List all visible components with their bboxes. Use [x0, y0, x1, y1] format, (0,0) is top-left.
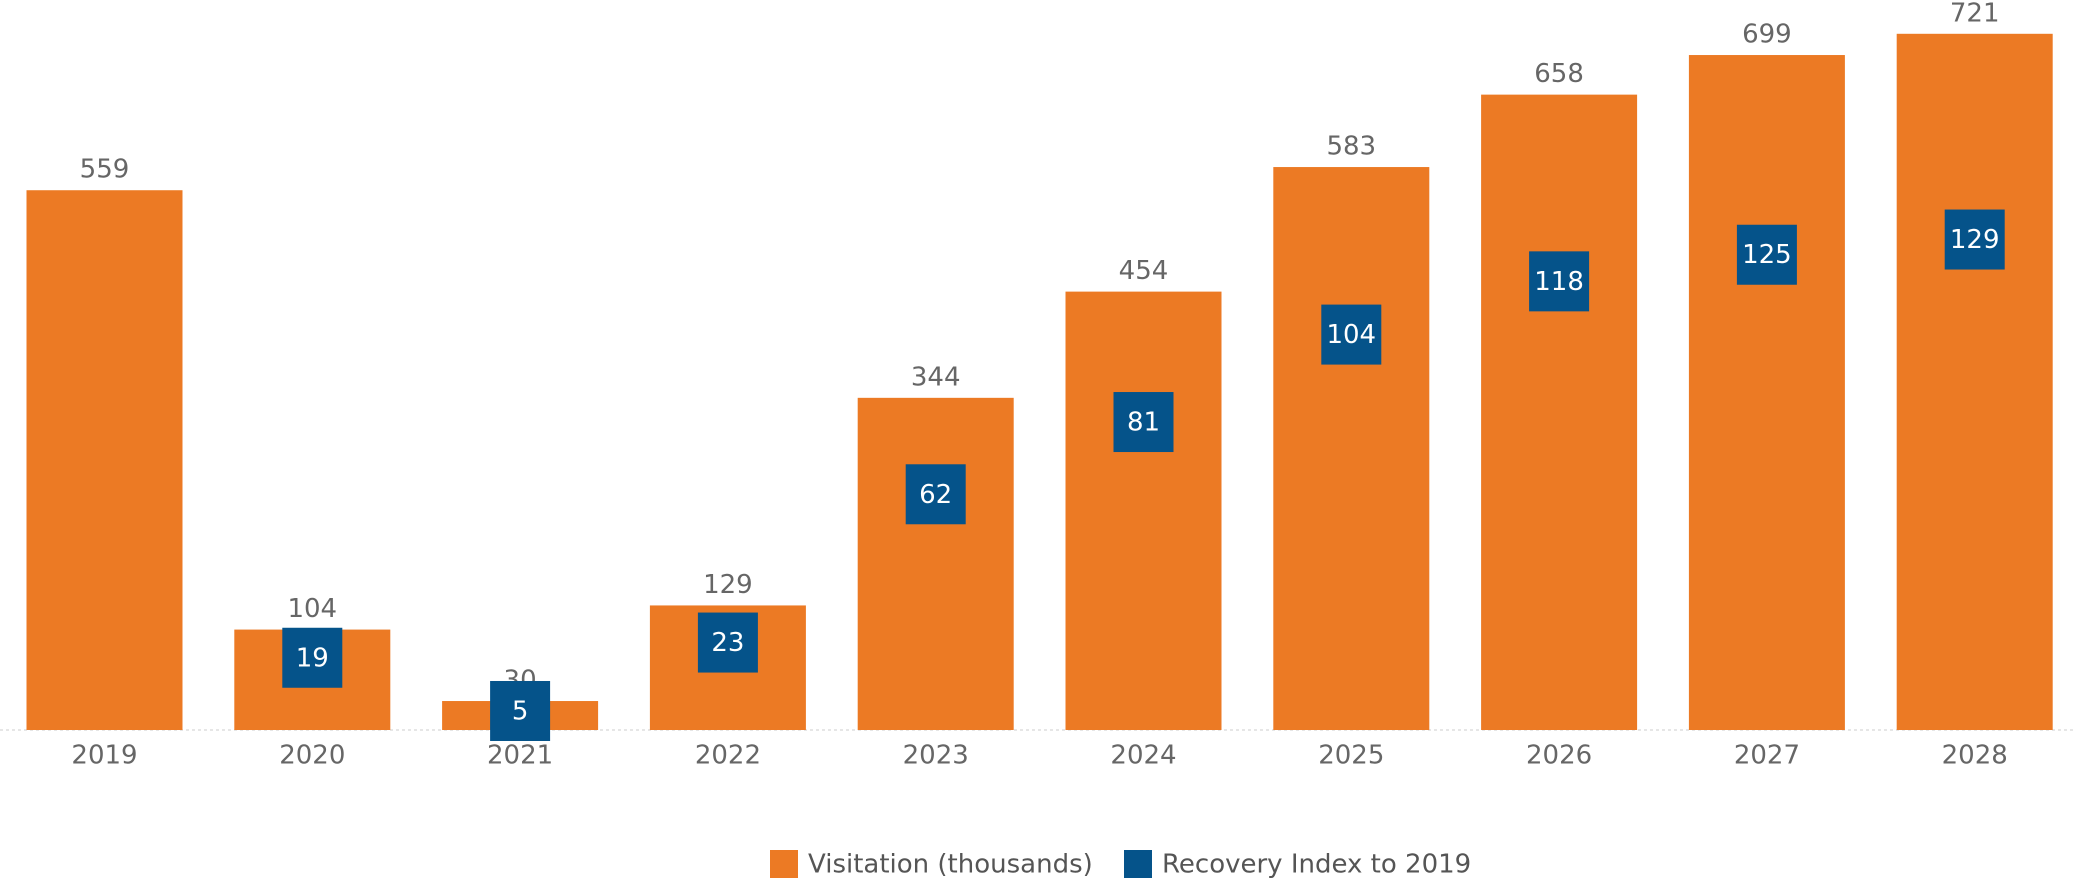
- index-label: 62: [919, 480, 952, 510]
- x-tick-label: 2021: [487, 741, 553, 771]
- bar: [857, 397, 1014, 730]
- index-label: 129: [1950, 225, 2000, 255]
- legend-label: Recovery Index to 2019: [1162, 850, 1471, 880]
- index-marker: [1736, 224, 1797, 285]
- index-marker: [1113, 392, 1174, 453]
- data-label: 559: [80, 155, 130, 185]
- index-label: 104: [1326, 320, 1376, 350]
- bar: [1481, 94, 1638, 730]
- x-tick-label: 2019: [71, 741, 137, 771]
- bar: [1688, 55, 1845, 731]
- data-label: 583: [1326, 132, 1376, 162]
- index-marker: [1944, 209, 2005, 270]
- x-tick-label: 2020: [279, 741, 345, 771]
- index-marker: [697, 612, 758, 673]
- bar: [1896, 33, 2053, 731]
- legend-swatch: [1124, 850, 1152, 878]
- legend-label: Visitation (thousands): [808, 850, 1093, 880]
- index-marker: [1529, 251, 1590, 312]
- x-tick-label: 2025: [1318, 741, 1384, 771]
- data-label: 344: [911, 362, 961, 392]
- index-label: 118: [1534, 267, 1584, 297]
- data-label: 104: [287, 594, 337, 624]
- legend-swatch: [770, 850, 798, 878]
- index-marker: [490, 680, 551, 741]
- index-marker: [1321, 304, 1382, 365]
- data-label: 699: [1742, 20, 1792, 50]
- index-label: 23: [711, 628, 744, 658]
- bar: [26, 190, 183, 731]
- index-marker: [282, 627, 343, 688]
- bar: [1065, 291, 1222, 730]
- bar: [1273, 167, 1430, 730]
- data-label: 454: [1119, 256, 1169, 286]
- x-tick-label: 2027: [1734, 741, 1800, 771]
- x-tick-label: 2022: [695, 741, 761, 771]
- data-label: 658: [1534, 59, 1584, 89]
- x-tick-label: 2024: [1110, 741, 1176, 771]
- index-label: 125: [1742, 240, 1792, 270]
- index-label: 81: [1127, 408, 1160, 438]
- x-tick-label: 2028: [1942, 741, 2008, 771]
- index-marker: [905, 464, 966, 525]
- x-tick-label: 2023: [903, 741, 969, 771]
- data-label: 129: [703, 570, 753, 600]
- index-label: 5: [512, 696, 529, 726]
- x-tick-label: 2026: [1526, 741, 1592, 771]
- index-label: 19: [296, 643, 329, 673]
- data-label: 721: [1950, 0, 2000, 28]
